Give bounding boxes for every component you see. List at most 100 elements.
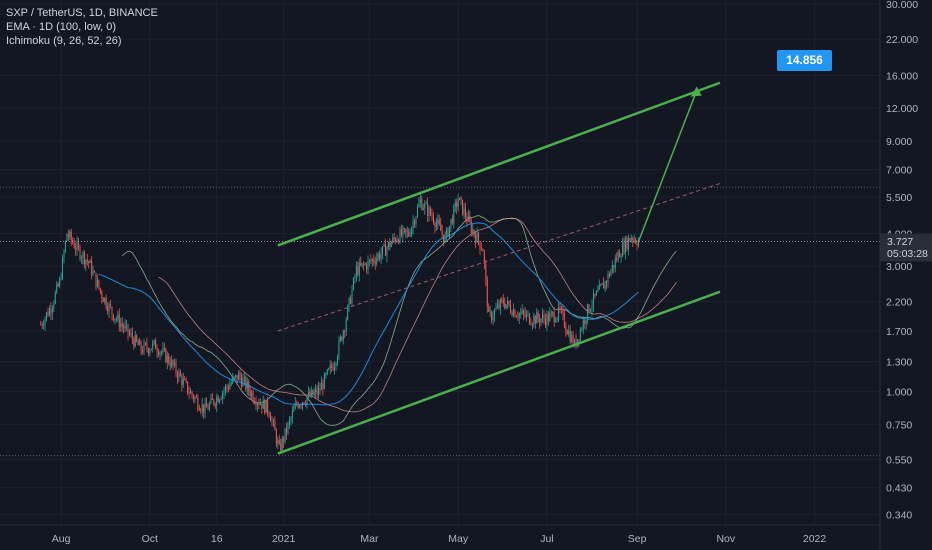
candle-body: [322, 383, 324, 389]
candle-body: [357, 266, 359, 275]
price-tick-label: 0.340: [886, 509, 912, 521]
candle-body: [165, 349, 167, 363]
candle-body: [134, 335, 136, 347]
candle-body: [46, 312, 48, 319]
candle-body: [44, 318, 46, 326]
candle-body: [600, 284, 602, 286]
candle-body: [203, 404, 205, 413]
candle-body: [271, 420, 273, 422]
candle-body: [201, 404, 203, 411]
candle-body: [168, 355, 170, 364]
candle-body: [158, 352, 160, 356]
candle-body: [312, 390, 314, 395]
current-price-value: 3.727: [887, 235, 914, 248]
candle-body: [83, 252, 85, 265]
candle-body: [226, 386, 228, 388]
candle-body: [505, 304, 507, 308]
candle-body: [389, 242, 391, 248]
candle-body: [85, 259, 87, 265]
candle-body: [537, 312, 539, 319]
candle-body: [453, 206, 455, 224]
candle-body: [204, 403, 206, 413]
candle-body: [111, 306, 113, 315]
candle-body: [280, 443, 282, 451]
candle-body: [227, 387, 229, 390]
candle-body: [323, 374, 325, 389]
candle-body: [623, 243, 625, 253]
candle-body: [556, 317, 558, 321]
candle-body: [187, 381, 189, 393]
candle-body: [526, 313, 528, 317]
candle-body: [62, 257, 64, 279]
candle-body: [286, 428, 288, 434]
candle-body: [328, 368, 330, 370]
candle-body: [334, 366, 336, 370]
candle-body: [190, 391, 192, 394]
candle-body: [99, 288, 101, 292]
candle-body: [398, 239, 400, 243]
candle-body: [504, 303, 506, 308]
candle-body: [275, 430, 277, 444]
candle-body: [112, 314, 114, 321]
candle-body: [313, 392, 315, 395]
candle-body: [243, 377, 245, 379]
candle-body: [130, 333, 132, 334]
candle-body: [581, 329, 583, 331]
candle-body: [428, 207, 430, 216]
candle-body: [395, 238, 397, 242]
candle-body: [140, 341, 142, 351]
candle-body: [176, 373, 178, 379]
candle-body: [272, 420, 274, 422]
candle-body: [287, 423, 289, 434]
candle-body: [139, 341, 141, 346]
candle-body: [185, 379, 187, 382]
candle-body: [105, 297, 107, 308]
candle-body: [597, 289, 599, 292]
candle-body: [588, 304, 590, 312]
candle-body: [60, 278, 62, 280]
candle-body: [632, 238, 634, 241]
candle-body: [339, 336, 341, 341]
candle-body: [363, 263, 365, 265]
candle-body: [459, 197, 461, 201]
price-tick-label: 0.550: [886, 455, 912, 467]
candle-body: [489, 311, 491, 313]
legend-ichimoku[interactable]: Ichimoku (9, 26, 52, 26): [6, 35, 122, 47]
target-price-label[interactable]: 14.856: [777, 50, 832, 71]
candle-body: [200, 410, 202, 412]
legend-symbol[interactable]: SXP / TetherUS, 1D, BINANCE: [6, 7, 158, 19]
candle-body: [120, 323, 122, 328]
candle-body: [498, 304, 500, 309]
candle-body: [358, 262, 360, 275]
candle-body: [552, 312, 554, 314]
candle-body: [351, 289, 353, 304]
candle-body: [54, 292, 56, 304]
candle-body: [150, 348, 152, 351]
candle-body: [536, 312, 538, 324]
grid-lines: [0, 0, 880, 525]
candle-body: [470, 221, 472, 233]
candle-body: [354, 276, 356, 279]
candle-body: [524, 313, 526, 317]
candle-body: [527, 313, 529, 315]
candle-body: [479, 241, 481, 249]
candle-body: [67, 234, 69, 237]
legend-ema[interactable]: EMA · 1D (100, low, 0): [6, 21, 117, 33]
candle-body: [594, 293, 596, 296]
candle-body: [274, 421, 276, 431]
candle-body: [366, 264, 368, 270]
ichimoku-span-a: [121, 215, 677, 426]
price-tick-label: 3.000: [886, 261, 912, 273]
candle-body: [617, 252, 619, 261]
candle-body: [528, 313, 530, 324]
candle-body: [267, 400, 269, 413]
time-tick-label: May: [448, 533, 469, 545]
candle-body: [259, 403, 261, 405]
candle-body: [412, 221, 414, 228]
candle-body: [392, 237, 394, 243]
candle-body: [153, 340, 155, 343]
candle-body: [386, 247, 388, 256]
candle-body: [495, 307, 497, 310]
candle-body: [510, 305, 512, 313]
